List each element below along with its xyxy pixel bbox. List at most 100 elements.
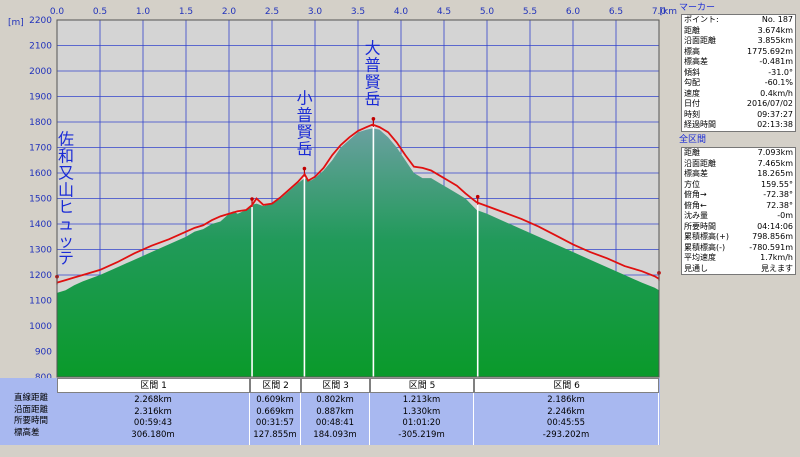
peak-label-char: 小	[297, 88, 313, 107]
x-tick-label: 2.0	[222, 7, 237, 17]
x-tick-label: 3.0	[308, 7, 323, 17]
peak-label-char: ッ	[58, 231, 74, 250]
peak-label-char: 和	[58, 146, 74, 165]
x-tick-label: 0.5	[93, 7, 107, 17]
segment-column: 区間 2 0.609km 0.669km 00:31:57 127.855m	[250, 378, 301, 445]
info-value: -0.481m	[759, 57, 793, 66]
x-tick-label: 2.5	[265, 7, 279, 17]
marker-info-box: ポイント: No. 187 距離 3.674km 沿面距離 3.855km 標高 1775.6…	[681, 14, 796, 132]
info-label: 方位	[684, 179, 700, 189]
info-label: 傾斜	[684, 67, 700, 77]
y-tick-label: 900	[35, 348, 52, 358]
segment-value: -293.202m	[542, 429, 590, 440]
info-row: 累積標高(-) -780.591m	[682, 243, 795, 254]
x-tick-label: 7.0	[652, 7, 667, 17]
info-row: 俯角← 72.38°	[682, 201, 795, 212]
info-value: 0.4km/h	[760, 88, 793, 98]
info-label: 俯角→	[684, 190, 707, 199]
info-value: 1775.692m	[747, 46, 793, 56]
info-label: 日付	[684, 99, 700, 108]
info-label: 沈み量	[684, 211, 708, 220]
y-tick-label: 2200	[29, 16, 52, 26]
segment-value: 00:48:41	[315, 418, 355, 428]
segment-value: 1.330km	[402, 406, 441, 417]
info-label: 標高差	[684, 57, 708, 66]
y-tick-label: 1800	[29, 118, 52, 128]
peak-label-char: 賢	[365, 73, 381, 92]
info-value: 7.465km	[757, 158, 793, 168]
segment-column: 区間 5 1.213km 1.330km 01:01:20 -305.219m	[370, 378, 474, 445]
segment-value: 0.609km	[256, 395, 294, 405]
segment-value: 184.093m	[313, 429, 357, 440]
peak-label-char: 山	[58, 180, 74, 199]
info-label: 勾配	[684, 78, 700, 87]
segment-body: 2.186km 2.246km 00:45:55 -293.202m	[474, 393, 659, 445]
info-row: 速度 0.4km/h	[682, 89, 795, 100]
all-info-box: 距離 7.093km 沿面距離 7.465km 標高差 18.265m 方位 159.55° 俯…	[681, 147, 796, 275]
info-row: 標高差 18.265m	[682, 169, 795, 180]
info-row: 標高 1775.692m	[682, 47, 795, 58]
segment-value: 2.186km	[547, 395, 585, 405]
segment-value: 00:45:55	[546, 418, 586, 428]
info-label: 沿面距離	[684, 158, 716, 168]
info-value: 04:14:06	[757, 221, 793, 231]
info-value: -72.38°	[763, 190, 793, 199]
segment-header: 区間 3	[301, 378, 370, 393]
info-value: 3.674km	[757, 25, 793, 35]
info-value: 798.856m	[752, 232, 793, 241]
info-row: 俯角→ -72.38°	[682, 190, 795, 201]
info-value: 72.38°	[766, 200, 793, 210]
segment-header: 区間 5	[370, 378, 474, 393]
peak-label-char: 大	[365, 39, 381, 58]
x-tick-label: 0.0	[50, 7, 65, 17]
y-tick-label: 1900	[29, 93, 52, 103]
y-tick-label: 1300	[29, 246, 52, 256]
info-row: 経過時間 02:13:38	[682, 120, 795, 131]
info-value: No. 187	[761, 15, 793, 24]
y-tick-label: 1000	[29, 322, 52, 332]
x-tick-label: 1.0	[136, 7, 151, 17]
segment-body: 0.609km 0.669km 00:31:57 127.855m	[250, 393, 301, 445]
info-row: 距離 3.674km	[682, 26, 795, 37]
info-value: -780.591m	[749, 242, 793, 252]
info-row: 日付 2016/07/02	[682, 99, 795, 110]
info-label: 経過時間	[684, 120, 716, 129]
info-value: 3.855km	[757, 36, 793, 45]
info-row: 沿面距離 7.465km	[682, 159, 795, 170]
segment-value: 00:31:57	[255, 418, 295, 428]
segment-value: -305.219m	[398, 429, 445, 440]
route-line-path	[56, 123, 660, 284]
info-label: 距離	[684, 25, 700, 35]
elevation-area	[57, 128, 659, 377]
info-label: 累積標高(+)	[684, 232, 729, 241]
segment-value: 2.268km	[134, 395, 172, 405]
info-row: 標高差 -0.481m	[682, 57, 795, 68]
segment-value: 0.669km	[256, 406, 294, 417]
info-value: -60.1%	[764, 78, 793, 87]
info-row: 距離 7.093km	[682, 148, 795, 159]
segment-row-label: 沿面距離	[14, 404, 49, 415]
segment-value: 2.246km	[547, 406, 585, 417]
plot-border	[56, 19, 660, 378]
info-label: 俯角←	[684, 200, 707, 210]
x-tick-label: 5.0	[480, 7, 495, 17]
y-axis-unit: [m]	[8, 18, 24, 28]
info-label: 平均速度	[684, 253, 716, 262]
info-row: 時刻 09:37:27	[682, 110, 795, 121]
info-row: ポイント: No. 187	[682, 15, 795, 26]
info-row: 所要時間 04:14:06	[682, 222, 795, 233]
segment-column: 区間 6 2.186km 2.246km 00:45:55 -293.202m	[474, 378, 659, 445]
segment-body: 1.213km 1.330km 01:01:20 -305.219m	[370, 393, 474, 445]
segment-value: 00:59:43	[133, 418, 173, 428]
segment-header: 区間 2	[250, 378, 301, 393]
info-row: 平均速度 1.7km/h	[682, 253, 795, 264]
x-tick-label: 3.5	[351, 7, 365, 17]
x-tick-label: 1.5	[179, 7, 193, 17]
info-label: 累積標高(-)	[684, 242, 726, 252]
info-row: 累積標高(+) 798.856m	[682, 232, 795, 243]
peak-label-char: 普	[297, 105, 313, 124]
y-tick-label: 2000	[29, 67, 52, 77]
peak-label-char: テ	[58, 248, 74, 267]
y-tick-label: 1200	[29, 271, 52, 281]
